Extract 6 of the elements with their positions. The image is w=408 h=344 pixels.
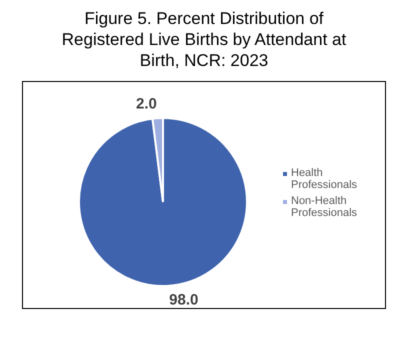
legend-label: Non-Health Professionals [291,195,358,219]
data-label: 2.0 [136,96,157,113]
chart-title: Figure 5. Percent Distribution of Registered Live Births by Attendant at Birth, NCR: 2023 [60,8,348,71]
legend-label: Health Professionals [291,167,358,191]
pie-slice [78,117,248,287]
data-label: 98.0 [169,291,198,308]
